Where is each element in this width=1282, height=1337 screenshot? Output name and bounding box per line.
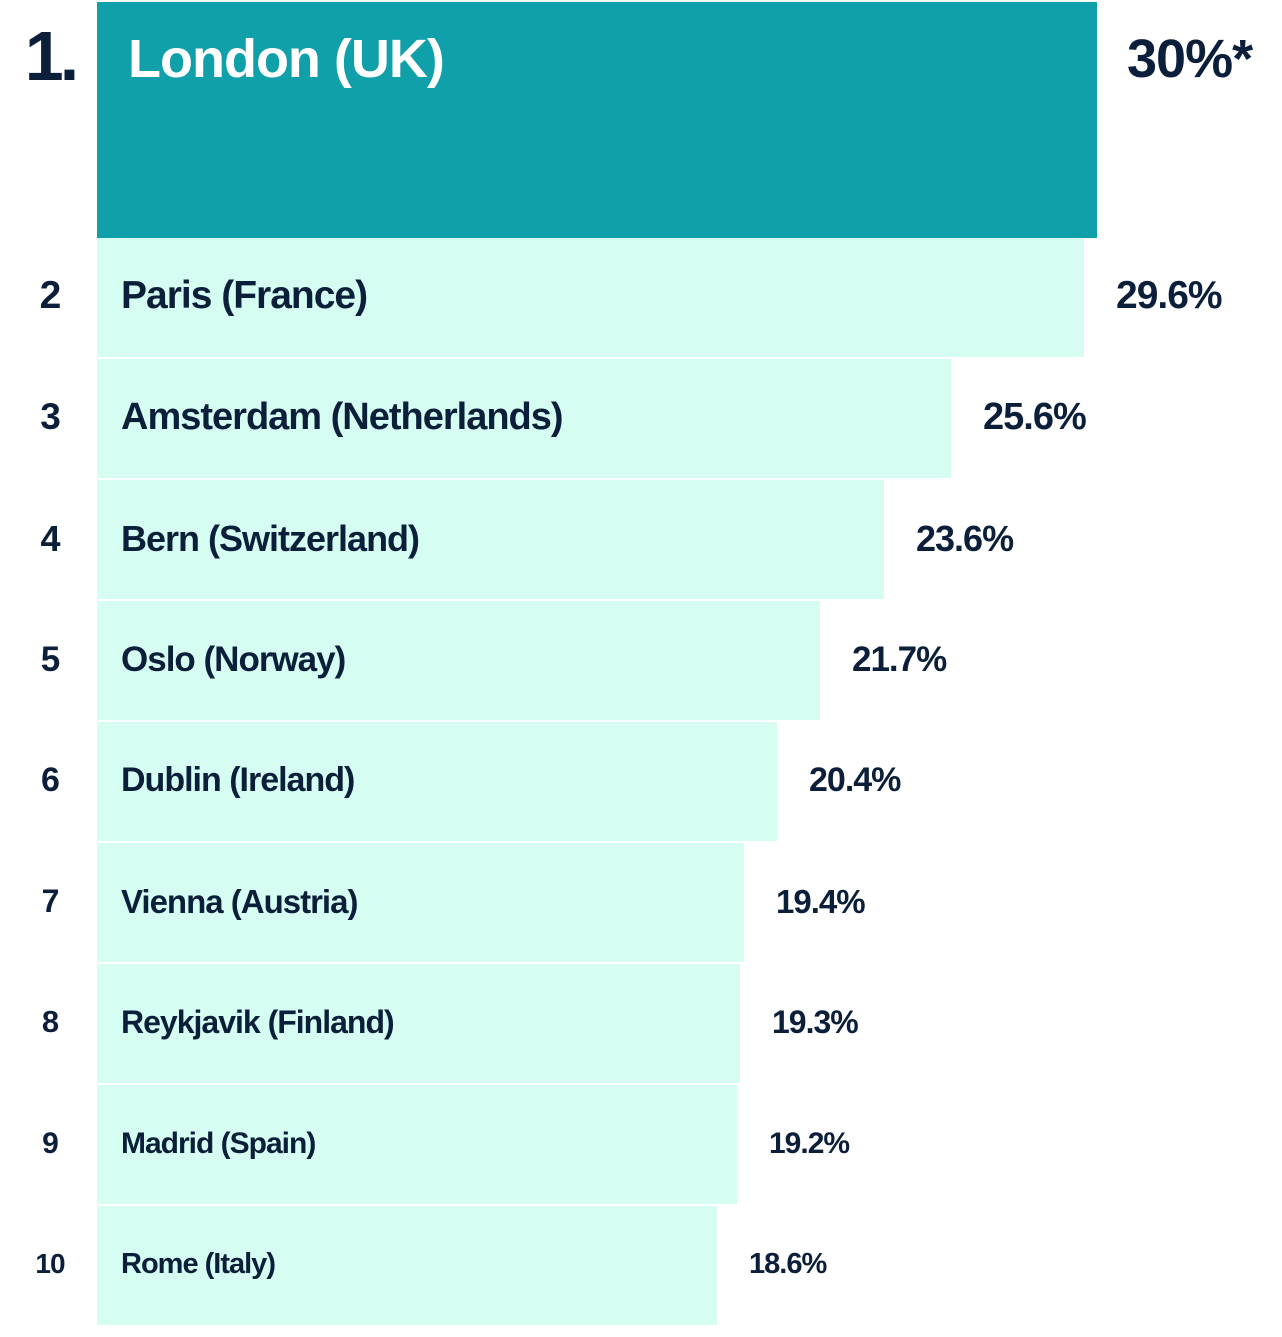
value-label: 29.6% [1116, 274, 1223, 318]
value-label: 19.2% [769, 1126, 850, 1160]
category-label: Rome (Italy) [121, 1248, 276, 1281]
value-label: 19.3% [772, 1004, 859, 1041]
value-label: 20.4% [809, 761, 901, 800]
bar-3 [97, 359, 951, 478]
rank-label: 1. [24, 17, 79, 95]
rank-label: 10 [35, 1248, 65, 1280]
category-label: Madrid (Spain) [121, 1126, 316, 1160]
category-label: Dublin (Ireland) [121, 761, 355, 800]
bar-2 [97, 238, 1084, 357]
bar-1 [97, 2, 1097, 238]
bar-7 [97, 843, 744, 962]
rank-label: 7 [41, 882, 60, 919]
category-label: Oslo (Norway) [121, 639, 346, 679]
value-label: 23.6% [916, 517, 1014, 559]
category-label: Reykjavik (Finland) [121, 1004, 395, 1041]
category-label: Paris (France) [121, 274, 368, 318]
bar-5 [97, 601, 820, 720]
value-label: 25.6% [983, 395, 1087, 438]
rank-label: 4 [40, 517, 60, 559]
rank-label: 2 [39, 274, 62, 318]
rank-label: 8 [41, 1004, 59, 1040]
value-label: 30%* [1127, 29, 1253, 89]
value-label: 19.4% [776, 882, 866, 920]
rank-label: 5 [40, 639, 60, 679]
value-label: 21.7% [852, 639, 947, 679]
rank-label: 3 [40, 395, 61, 437]
bar-4 [97, 480, 884, 599]
value-label: 18.6% [749, 1248, 827, 1281]
bar-9 [97, 1085, 737, 1204]
bar-8 [97, 964, 740, 1083]
category-label: Vienna (Austria) [121, 882, 358, 920]
bar-10 [97, 1206, 717, 1325]
rank-label: 9 [42, 1126, 59, 1160]
category-label: London (UK) [128, 29, 445, 89]
category-label: Bern (Switzerland) [121, 517, 420, 559]
category-label: Amsterdam (Netherlands) [121, 395, 564, 438]
bar-6 [97, 722, 777, 841]
rank-label: 6 [41, 761, 60, 800]
